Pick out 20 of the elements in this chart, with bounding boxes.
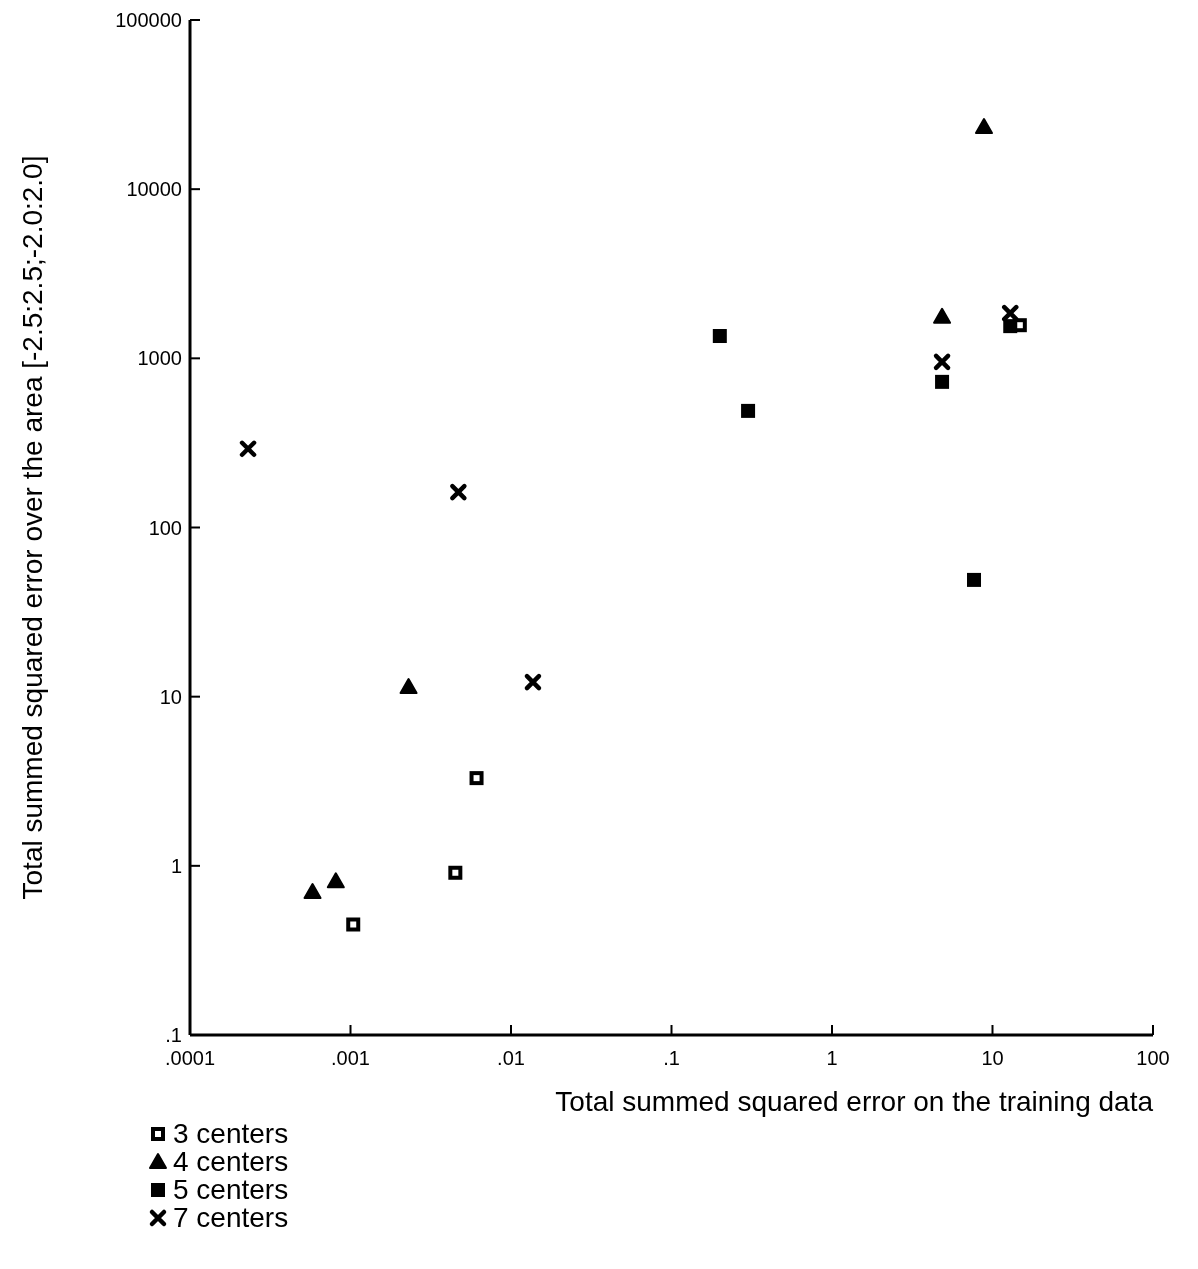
y-tick-label: 100 [148, 516, 182, 539]
y-tick-label: 1000 [137, 347, 182, 370]
x-tick-label: .01 [497, 1047, 525, 1069]
y-tick-label: 100000 [115, 9, 182, 31]
y-tick-label: 10 [159, 685, 182, 708]
x-tick-label: .0001 [164, 1047, 216, 1069]
legend-label: 3 centers [173, 1118, 289, 1149]
x-tick-label: 100 [1136, 1047, 1170, 1069]
y-tick-label: 10000 [126, 178, 182, 201]
x-tick-label: 1 [826, 1047, 838, 1069]
x-tick-label: 10 [981, 1047, 1004, 1069]
y-tick-label: .1 [165, 1024, 182, 1046]
legend-label: 5 centers [173, 1174, 289, 1205]
x-axis-title: Total summed squared error on the training data [555, 1086, 1154, 1117]
y-axis-title: Total summed squared error over the area [-2.5:2.5;-2.0:2.0] [17, 155, 48, 900]
legend-label: 4 centers [173, 1146, 289, 1177]
legend-label: 7 centers [173, 1202, 289, 1233]
x-tick-label: .1 [663, 1047, 680, 1069]
x-tick-label: .001 [331, 1047, 370, 1069]
y-tick-label: 1 [170, 854, 182, 877]
